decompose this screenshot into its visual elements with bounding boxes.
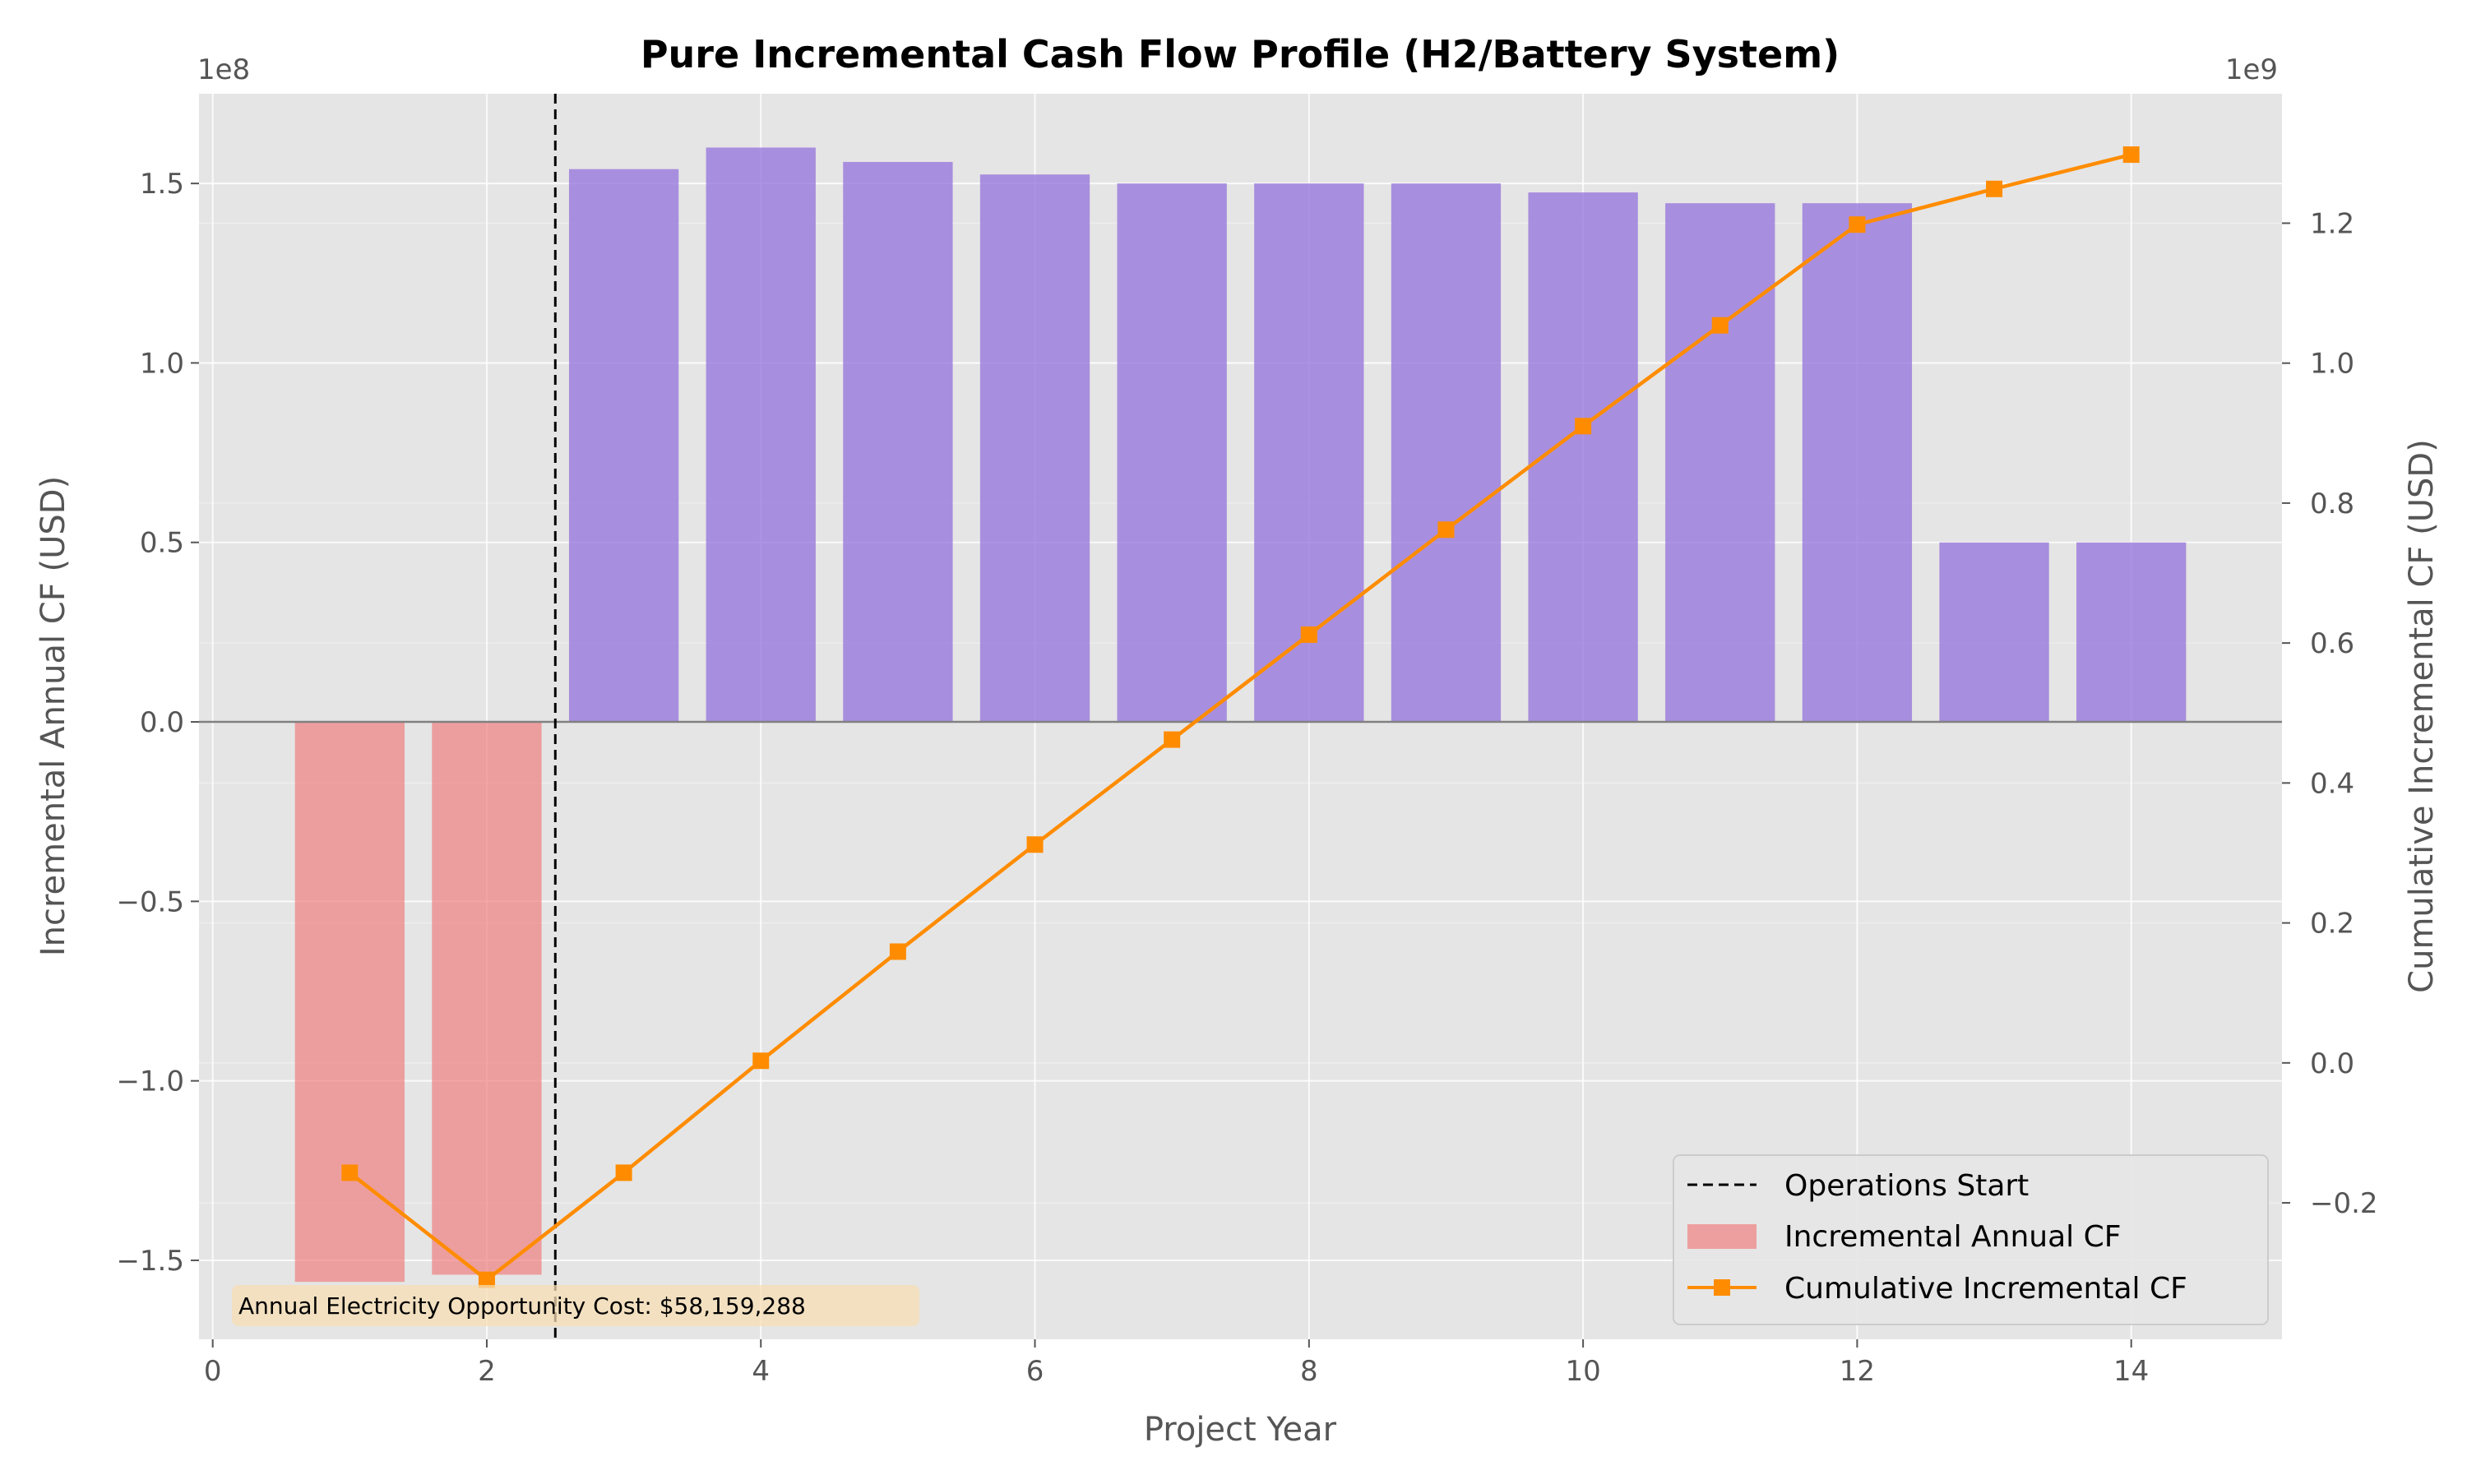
x-tick-label: 4 [752,1355,770,1388]
y-left-tick-label: 0.0 [140,706,184,739]
bar-year-7 [1117,183,1227,723]
y-axis-right-offset: 1e9 [2225,53,2278,86]
cumulative-point-year-12 [1849,216,1866,233]
annotation-background [232,1285,919,1326]
cumulative-polyline [348,152,2132,1283]
bar-year-2 [432,722,542,1275]
bar-year-4 [706,147,816,723]
legend-label-operations-start: Operations Start [1784,1169,2029,1203]
y-left-tick-label: 0.5 [140,527,184,560]
y-right-tick-label: 0.8 [2310,488,2354,520]
cumulative-point-year-6 [1026,836,1044,853]
bar-year-6 [979,174,1090,723]
y-axis-left: −1.5 −1.0 −0.5 0.0 0.5 1.0 1.5 [116,168,199,1278]
legend-bar-swatch [1687,1224,1757,1249]
x-tick-label: 10 [1565,1355,1600,1388]
bar-year-9 [1391,183,1502,723]
bar-year-12 [1802,203,1913,723]
cumulative-point-year-7 [1164,731,1181,748]
bar-year-1 [294,722,405,1283]
x-tick-label: 6 [1026,1355,1044,1388]
legend-label-cumulative-incremental-cf: Cumulative Incremental CF [1784,1272,2187,1306]
y-right-tick-label: 0.2 [2310,908,2354,941]
plot-background [199,94,2282,1339]
y-right-tick-label: 1.2 [2310,207,2354,240]
cumulative-point-year-2 [478,1271,495,1288]
y-right-tick-label: 0.6 [2310,627,2354,660]
x-tick-label: 8 [1300,1355,1318,1388]
annotation-box: Annual Electricity Opportunity Cost: $58… [232,1285,919,1326]
y-right-tick-label: 1.0 [2310,348,2354,381]
cumulative-point-year-9 [1437,521,1455,539]
x-tick-label: 14 [2113,1355,2149,1388]
y-axis-left-offset: 1e8 [197,53,250,86]
bar-year-14 [2076,542,2187,723]
legend: Operations Start Incremental Annual CF C… [1673,1154,2269,1325]
bar-year-11 [1665,203,1775,723]
bar-year-5 [843,161,953,723]
y-left-tick-label: −1.0 [116,1066,184,1098]
bar-year-10 [1528,192,1638,723]
x-axis: 0 2 4 6 8 10 12 14 [204,1339,2149,1388]
cumulative-point-year-11 [1711,317,1729,334]
cumulative-point-year-10 [1575,418,1592,435]
cumulative-point-year-13 [1986,180,2003,197]
cumulative-point-year-1 [341,1164,359,1181]
chart-title: Pure Incremental Cash Flow Profile (H2/B… [641,32,1840,76]
cumulative-point-year-8 [1300,626,1317,643]
cumulative-line [341,146,2140,1288]
cumulative-point-year-3 [615,1164,632,1181]
annotation-text: Annual Electricity Opportunity Cost: $58… [238,1292,806,1320]
cumulative-point-year-4 [752,1052,770,1070]
bars [294,147,2187,1283]
y-left-tick-label: −0.5 [116,885,184,918]
y-right-tick-label: 0.4 [2310,767,2354,800]
y-axis-right: −0.2 0.0 0.2 0.4 0.6 0.8 1.0 1.2 [2282,207,2378,1220]
bar-year-13 [1939,542,2049,723]
y-axis-right-label: Cumulative Incremental CF (USD) [2403,439,2441,993]
x-axis-label: Project Year [1144,1411,1337,1449]
legend-frame [1673,1154,2269,1325]
x-tick-label: 0 [204,1355,222,1388]
legend-line-marker [1714,1279,1730,1296]
cumulative-point-year-14 [2122,146,2140,164]
y-left-tick-label: 1.0 [140,347,184,380]
x-tick-label: 12 [1840,1355,1875,1388]
y-right-tick-label: −0.2 [2310,1187,2378,1220]
cumulative-point-year-5 [889,943,906,960]
y-left-tick-label: 1.5 [140,168,184,201]
y-axis-left-label: Incremental Annual CF (USD) [35,476,72,956]
y-left-tick-label: −1.5 [116,1245,184,1278]
bar-year-3 [568,169,679,723]
legend-label-incremental-annual-cf: Incremental Annual CF [1784,1220,2121,1254]
y-right-tick-label: 0.0 [2310,1047,2354,1080]
x-tick-label: 2 [478,1355,496,1388]
